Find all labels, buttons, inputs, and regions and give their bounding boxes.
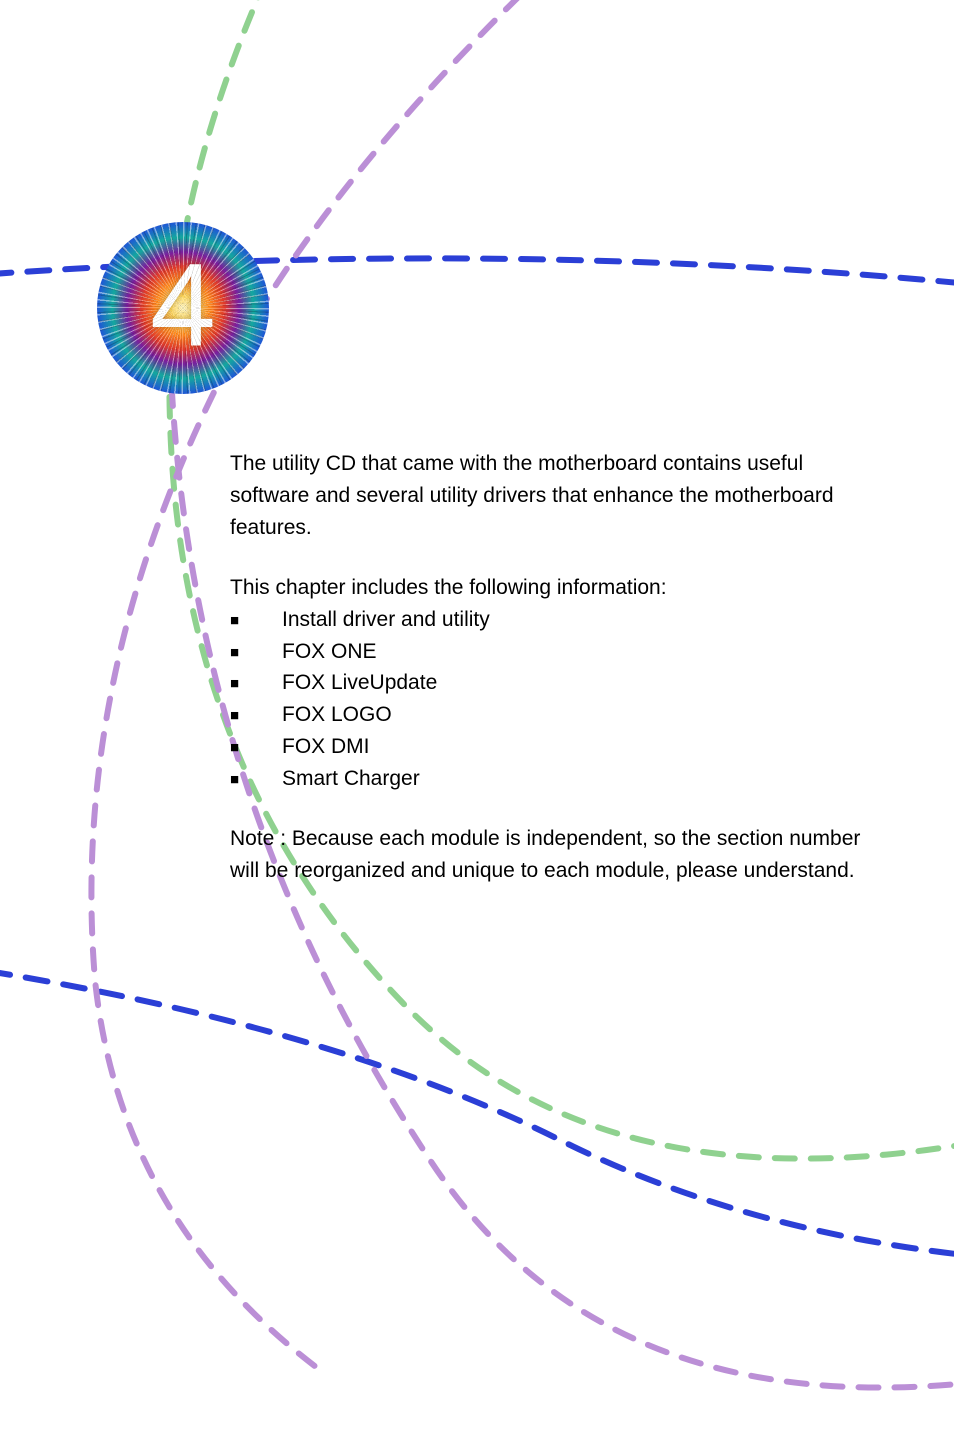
- list-item: ■ FOX DMI: [230, 731, 870, 763]
- list-item: ■ Install driver and utility: [230, 604, 870, 636]
- bullet-square-icon: ■: [230, 740, 242, 755]
- list-item-label: FOX ONE: [282, 636, 377, 668]
- list-heading: This chapter includes the following info…: [230, 572, 870, 604]
- bullet-square-icon: ■: [230, 708, 242, 723]
- list-item-label: Install driver and utility: [282, 604, 490, 636]
- page: 4 The utility CD that came with the moth…: [0, 0, 954, 1452]
- list-item-label: FOX DMI: [282, 731, 370, 763]
- note-paragraph: Note : Because each module is independen…: [230, 823, 870, 887]
- intro-paragraph: The utility CD that came with the mother…: [230, 448, 870, 544]
- list-item: ■ FOX LiveUpdate: [230, 667, 870, 699]
- chapter-badge: 4: [97, 222, 269, 394]
- bullet-square-icon: ■: [230, 676, 242, 691]
- chapter-number: 4: [150, 247, 216, 365]
- list-item-label: FOX LiveUpdate: [282, 667, 437, 699]
- bullet-square-icon: ■: [230, 613, 242, 628]
- bullet-square-icon: ■: [230, 645, 242, 660]
- list-item: ■ FOX ONE: [230, 636, 870, 668]
- list-item: ■ Smart Charger: [230, 763, 870, 795]
- blue-arc-bottom: [0, 945, 954, 1265]
- blue-arc-top: [0, 258, 954, 305]
- topic-list: ■ Install driver and utility ■ FOX ONE ■ FO…: [230, 604, 870, 795]
- list-item-label: FOX LOGO: [282, 699, 392, 731]
- list-item-label: Smart Charger: [282, 763, 420, 795]
- bullet-square-icon: ■: [230, 772, 242, 787]
- chapter-content: The utility CD that came with the mother…: [230, 448, 870, 887]
- list-item: ■ FOX LOGO: [230, 699, 870, 731]
